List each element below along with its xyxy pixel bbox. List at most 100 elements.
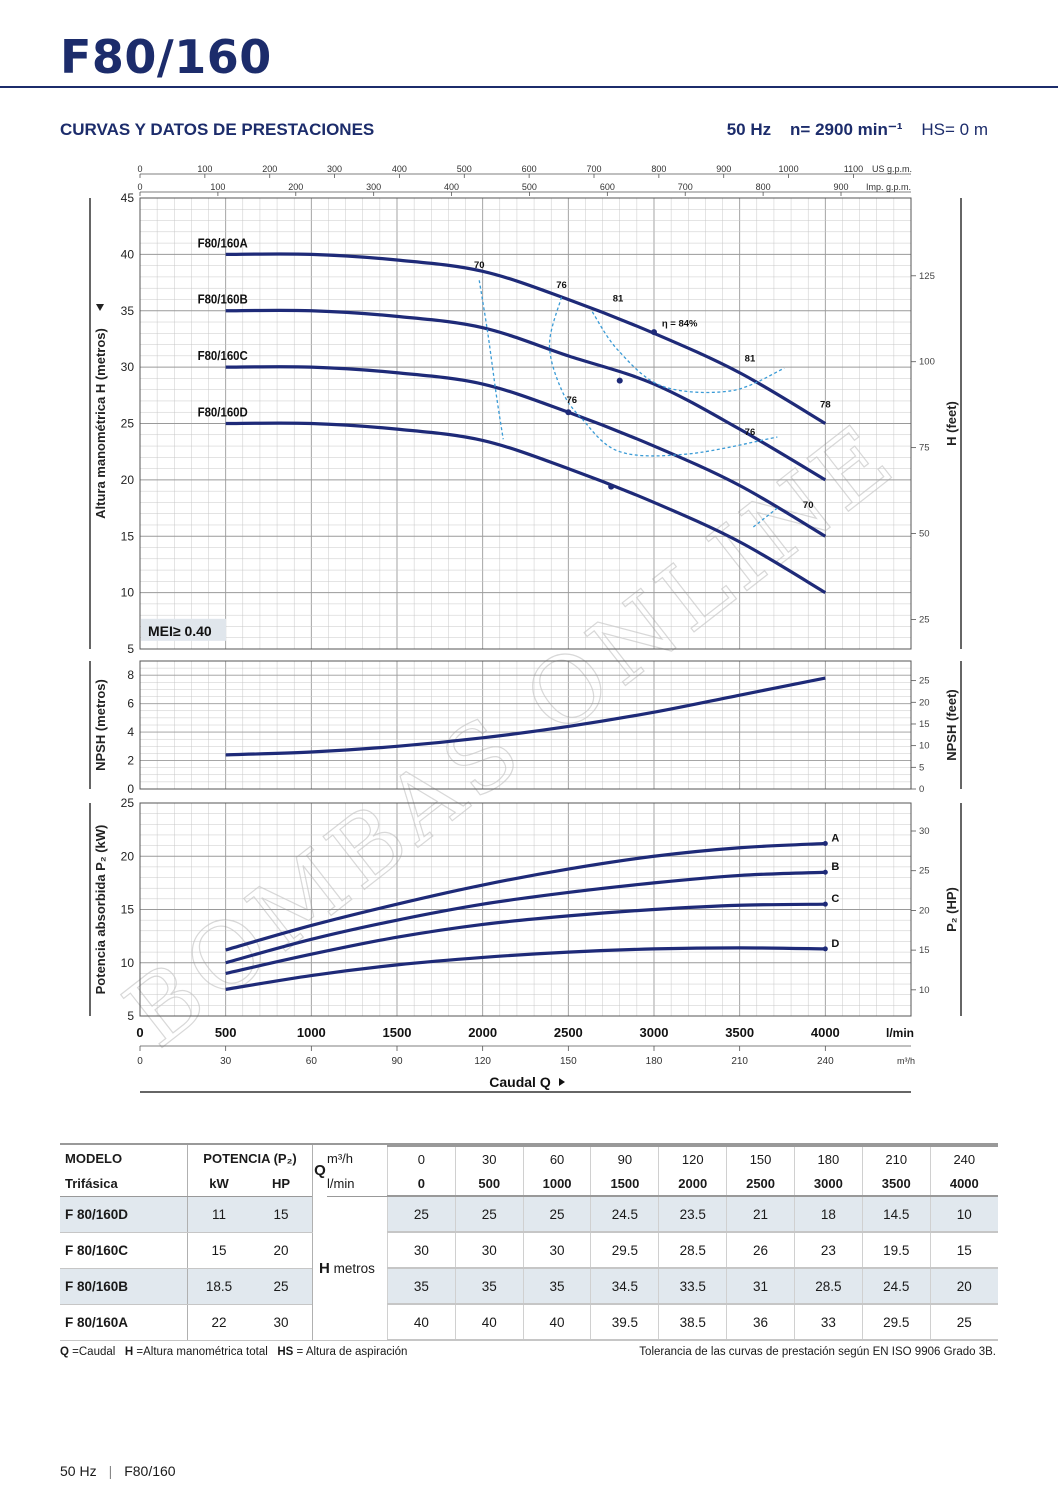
m3h-tick-label: 0 <box>137 1056 143 1067</box>
head-value: 23.5 <box>658 1197 727 1232</box>
y-right-tick-label: 15 <box>919 719 930 730</box>
lmin-values: 0 500 1000 1500 2000 2500 3000 3500 4000 <box>387 1171 998 1197</box>
m3h-value: 0 <box>387 1145 456 1171</box>
head-values: 40 40 40 39.5 38.5 36 33 29.5 25 <box>387 1304 998 1341</box>
efficiency-line <box>478 280 504 440</box>
y-right-tick-label: 20 <box>919 697 930 708</box>
m3h-value: 210 <box>861 1145 931 1171</box>
x-axis-title: Caudal Q <box>489 1074 551 1090</box>
footer-frequency: 50 Hz <box>60 1463 97 1479</box>
mei-badge <box>141 618 226 641</box>
power-curve-label: A <box>831 832 839 844</box>
header-lmin: l/min <box>327 1171 387 1197</box>
x-axis-arrow <box>559 1078 565 1086</box>
usgpm-tick-label: 700 <box>586 164 601 174</box>
head-value: 33 <box>793 1305 863 1340</box>
usgpm-tick-label: 200 <box>262 164 277 174</box>
efficiency-label: 70 <box>803 500 814 511</box>
y-tick-label: 25 <box>121 796 135 810</box>
plot-frame <box>139 197 912 650</box>
npsh-panel: 0 2 4 6 8 0 5 10 15 20 25 NPSH (metros) NPSH (feet) <box>89 660 962 796</box>
impgpm-tick-label: 800 <box>756 182 771 192</box>
head-value: 31 <box>726 1269 795 1304</box>
usgpm-tick-label: 1000 <box>779 164 799 174</box>
efficiency-dot <box>651 329 657 336</box>
section-title: CURVAS Y DATOS DE PRESTACIONES <box>60 120 375 139</box>
y-tick-label: 35 <box>121 304 135 318</box>
m3h-value: 150 <box>726 1145 795 1171</box>
y-right-tick-label: 100 <box>919 357 935 368</box>
usgpm-tick-label: 100 <box>197 164 212 174</box>
page-footer: 50 Hz | F80/160 <box>60 1463 176 1479</box>
y-axis-right-title: P₂ (HP) <box>944 887 959 932</box>
y-right-tick-label: 125 <box>919 271 935 282</box>
plot-frame <box>139 802 912 1017</box>
efficiency-label: η = 84% <box>662 319 698 330</box>
y-right-tick-label: 20 <box>919 905 930 916</box>
y-tick-label: 5 <box>127 642 134 656</box>
operating-conditions: 50 Hz n= 2900 min⁻¹ HS= 0 m <box>727 120 988 140</box>
m3h-tick-label: 150 <box>560 1056 577 1067</box>
y-tick-label: 4 <box>127 725 134 739</box>
m3h-tick-label: 210 <box>731 1056 748 1067</box>
head-value: 24.5 <box>590 1197 659 1232</box>
y-tick-label: 25 <box>121 417 135 431</box>
efficiency-label: 70 <box>474 260 485 271</box>
head-value: 28.5 <box>793 1269 863 1304</box>
m3h-value: 30 <box>454 1145 524 1171</box>
suction-label: HS= 0 m <box>921 120 988 139</box>
head-value: 33.5 <box>658 1269 727 1304</box>
header-q: Q <box>312 1143 327 1197</box>
m3h-tick-label: 60 <box>306 1056 318 1067</box>
power-curve-b <box>225 870 826 965</box>
efficiency-label: 81 <box>745 353 756 364</box>
model-name: F 80/160C <box>60 1232 188 1269</box>
legend-q-key: Q <box>60 1346 69 1358</box>
head-value: 40 <box>454 1305 524 1340</box>
lmin-value: 3500 <box>861 1171 931 1196</box>
head-curve-label: F80/160A <box>198 236 248 251</box>
head-value: 18 <box>793 1197 863 1232</box>
power-curve-label: D <box>831 938 839 950</box>
head-value: 25 <box>522 1197 591 1232</box>
power-curve-end <box>822 946 828 952</box>
mei-label: MEI≥ 0.40 <box>148 623 212 639</box>
impgpm-unit-label: Imp. g.p.m. <box>866 182 911 192</box>
x-tick-label: 0 <box>136 1025 143 1040</box>
m3h-value: 90 <box>590 1145 659 1171</box>
y-right-tick-label: 5 <box>919 762 924 773</box>
impgpm-tick-label: 200 <box>288 182 303 192</box>
power-kw: 22 <box>187 1304 250 1341</box>
m3h-value: 60 <box>522 1145 591 1171</box>
power-hp: 25 <box>250 1268 313 1305</box>
head-curve-a <box>225 252 827 425</box>
head-value: 35 <box>387 1269 456 1304</box>
impgpm-tick-label: 400 <box>444 182 459 192</box>
impgpm-tick-label: 600 <box>600 182 615 192</box>
efficiency-label: 76 <box>556 280 567 291</box>
y-right-tick-label: 0 <box>919 784 924 795</box>
efficiency-line <box>751 507 778 529</box>
h-label: H <box>319 1260 330 1277</box>
y-tick-label: 8 <box>127 668 134 682</box>
power-curve-d <box>225 946 826 991</box>
usgpm-tick-label: 800 <box>651 164 666 174</box>
efficiency-dot <box>616 377 623 384</box>
head-values: 35 35 35 34.5 33.5 31 28.5 24.5 20 <box>387 1268 998 1305</box>
y-right-tick-label: 10 <box>919 741 930 752</box>
power-hp: 20 <box>250 1232 313 1269</box>
header-hp: HP <box>250 1171 313 1197</box>
speed-label: n= 2900 min⁻¹ <box>790 120 903 139</box>
y-tick-label: 40 <box>121 247 135 261</box>
y-axis-right-title: NPSH (feet) <box>944 689 959 761</box>
x-tick-label: 4000 <box>811 1025 840 1040</box>
usgpm-tick-label: 900 <box>716 164 731 174</box>
h-metros-label: H metros <box>312 1196 387 1341</box>
head-value: 19.5 <box>861 1233 931 1268</box>
y-axis-title: NPSH (metros) <box>93 679 108 771</box>
head-value: 39.5 <box>590 1305 659 1340</box>
lmin-value: 500 <box>454 1171 524 1196</box>
lmin-value: 1000 <box>522 1171 591 1196</box>
head-values: 25 25 25 24.5 23.5 21 18 14.5 10 <box>387 1196 998 1233</box>
y-tick-label: 30 <box>121 360 135 374</box>
